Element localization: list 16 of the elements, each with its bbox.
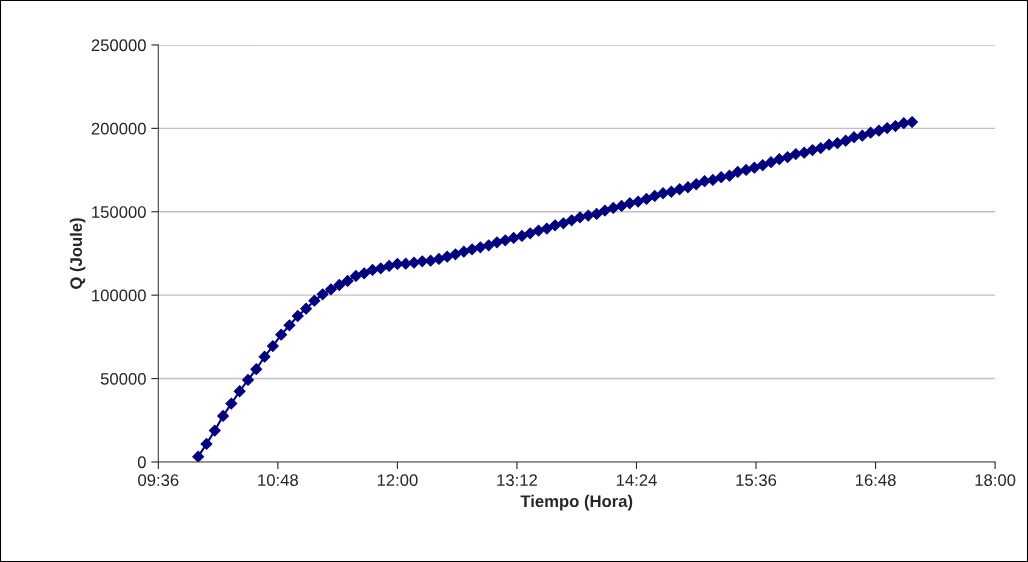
y-axis-title: Q (Joule) [69,218,86,289]
y-tick-label: 100000 [92,289,146,302]
x-axis-title: Tiempo (Hora) [520,494,633,511]
y-tick-label: 200000 [91,122,146,135]
x-tick-label: 18:00 [975,474,1016,487]
x-tick-label: 14:24 [616,474,657,486]
x-tick-label: 13:12 [497,474,537,487]
y-tick-label: 0 [137,456,146,469]
y-tick-label: 150000 [92,206,146,218]
x-tick-label: 16:48 [855,474,896,487]
x-tick-label: 15:36 [736,474,777,487]
y-tick-label: 250000 [91,39,146,52]
x-tick-label: 10:48 [258,474,298,487]
x-tick-label: 09:36 [138,474,179,487]
x-tick-label: 12:00 [377,474,418,487]
y-tick-label: 50000 [100,372,146,385]
